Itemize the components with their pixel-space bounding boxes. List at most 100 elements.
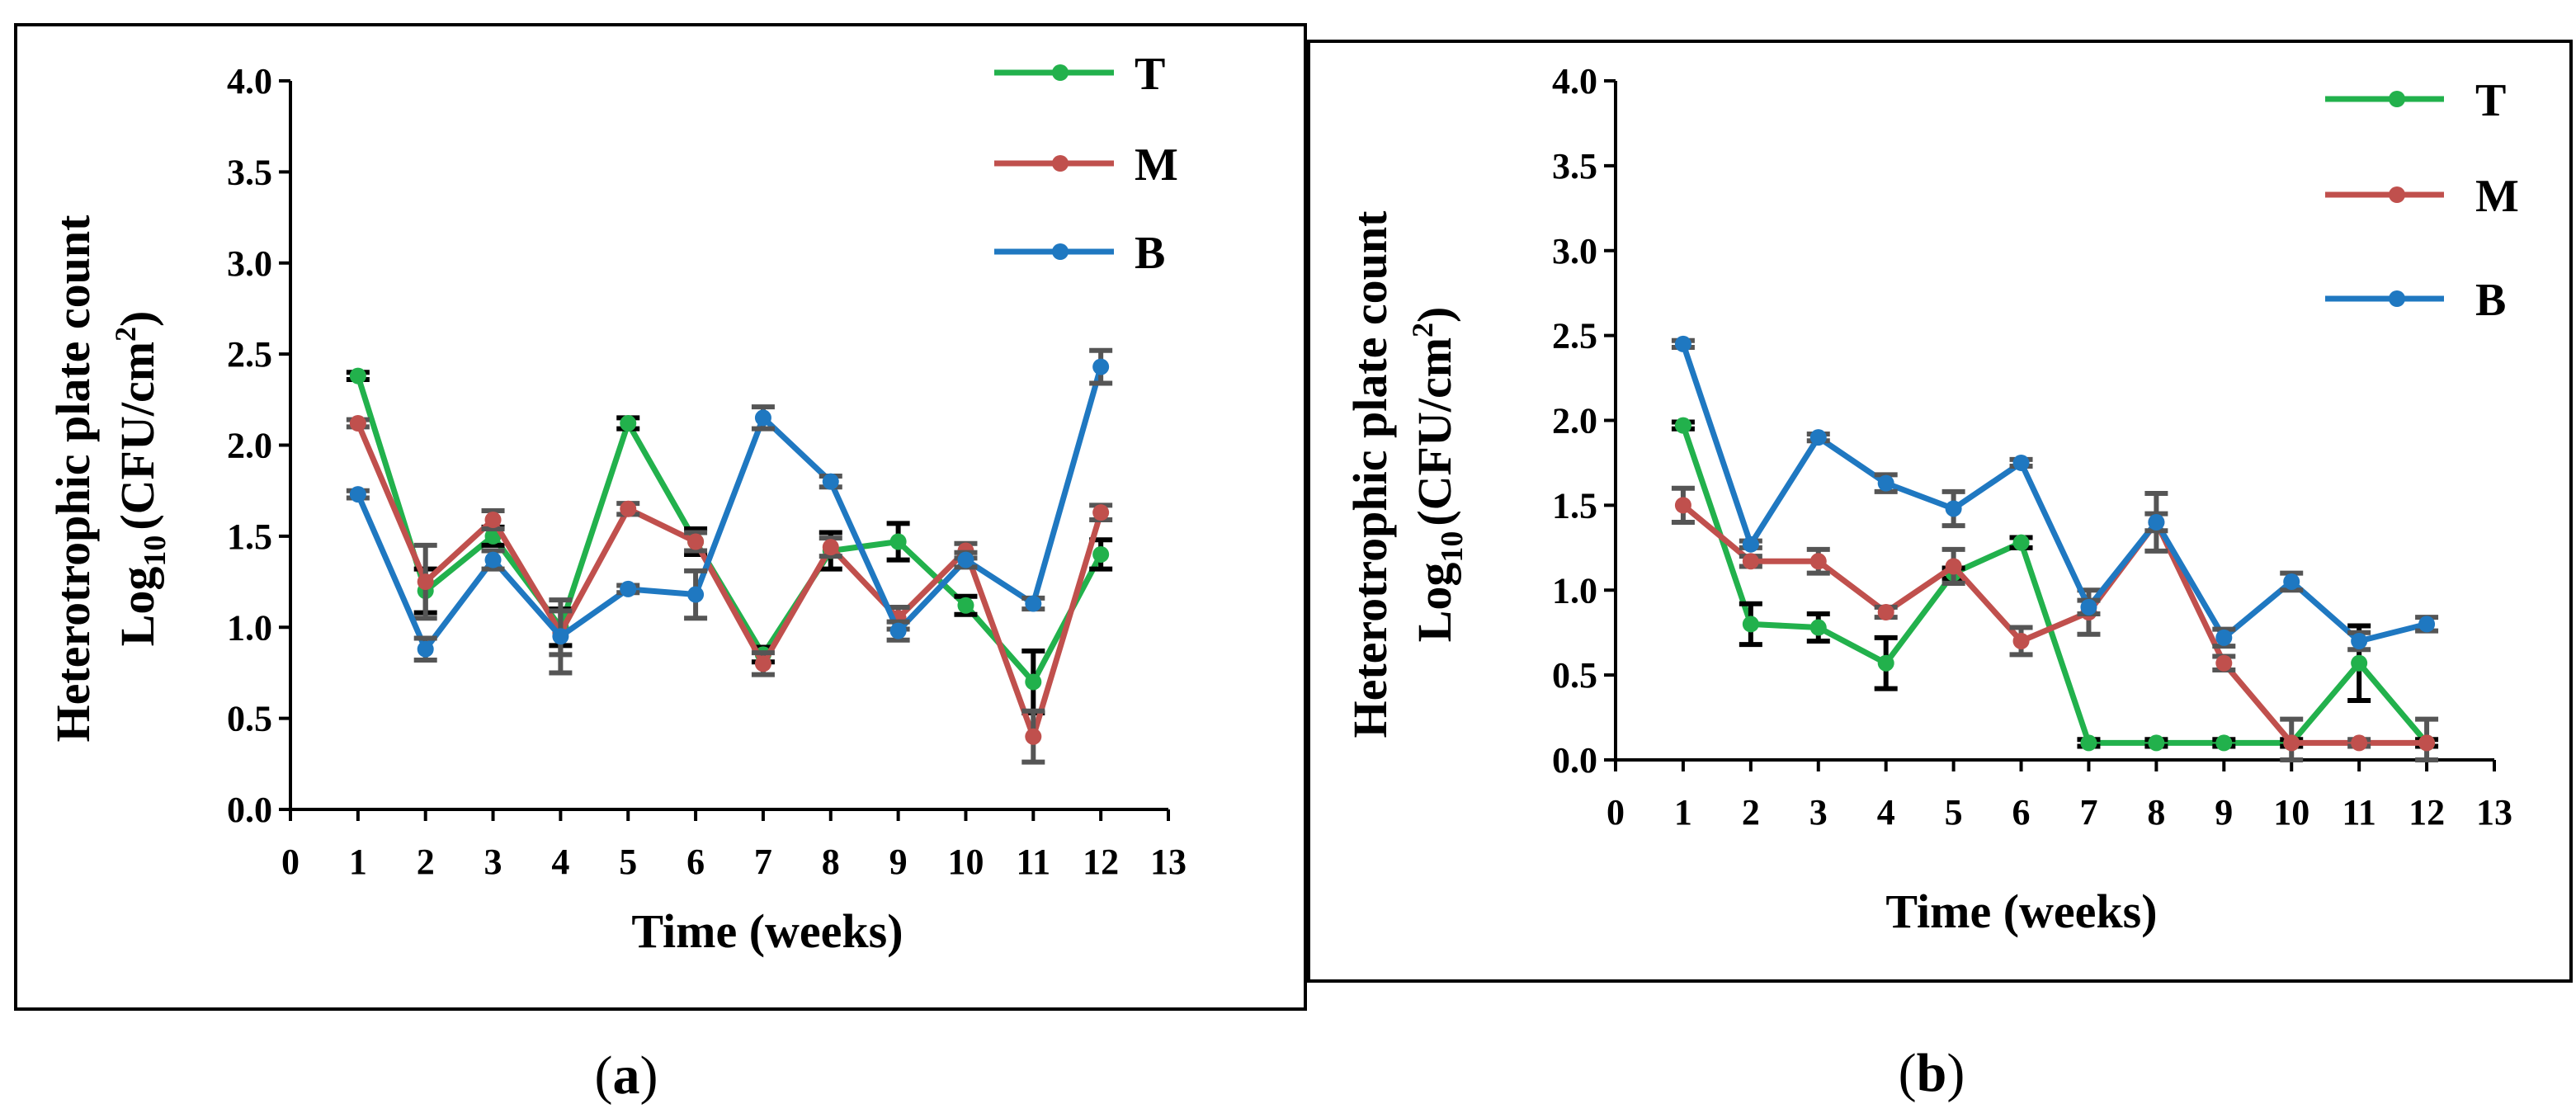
- panel-a-x-tick-label: 10: [947, 842, 984, 882]
- panel-b-y-tick-label: 3.5: [1552, 146, 1597, 186]
- panel-b-series-m-point: [2215, 654, 2233, 672]
- panel-a-plot-area: 0.00.51.01.52.02.53.03.54.00 1 2 3 4 5 6 7 8 9 10 1…: [227, 61, 1187, 882]
- panel-a-x-tick-label: 12: [1083, 842, 1119, 882]
- panel-a-x-tick-label: 5: [619, 842, 637, 882]
- panel-b: 0.00.51.01.52.02.53.03.54.00 1 2 3 4 5 6 7 8 9 10 1…: [1307, 40, 2573, 1103]
- panel-b-series-t-point: [2012, 534, 2030, 551]
- panel-b-ylabel-line2: Log10(CFU/cm2): [1406, 307, 1470, 643]
- panel-b-ylabel-line1: Heterotrophic plate count: [1343, 210, 1397, 738]
- panel-b-series-b-point: [2080, 598, 2097, 616]
- panel-a-y-tick-label: 3.0: [227, 243, 272, 284]
- panel-a-series-b-point: [957, 551, 974, 568]
- panel-b-caption: (b): [1899, 1043, 1965, 1103]
- panel-a-legend-item-t: T: [994, 49, 1165, 100]
- panel-b-x-tick-label: 3: [1809, 792, 1828, 833]
- panel-b-legend-item-m: M: [2325, 171, 2519, 222]
- panel-a-legend-marker-b: [1052, 243, 1069, 260]
- panel-b-series-b-point: [2215, 629, 2233, 646]
- panel-b-y-tick-label: 1.5: [1552, 485, 1597, 526]
- panel-a-legend: T M B: [994, 49, 1178, 279]
- panel-a-x-tick-label: 13: [1150, 842, 1187, 882]
- panel-a-y-tick-label: 2.0: [227, 426, 272, 466]
- panel-a-series-m-point: [620, 500, 637, 517]
- panel-a-series-b-point: [620, 580, 637, 597]
- panel-a-y-tick-label: 0.0: [227, 790, 272, 830]
- panel-a-x-tick-label: 0: [281, 842, 300, 882]
- panel-a-xlabel: Time (weeks): [631, 904, 903, 958]
- panel-a-x-tick-label: 8: [822, 842, 840, 882]
- panel-a-series-b-point: [822, 473, 839, 490]
- panel-b-series-m-point: [1877, 603, 1894, 620]
- panel-b-legend-item-b: B: [2325, 275, 2506, 326]
- panel-a-legend-item-b: B: [994, 228, 1165, 279]
- panel-a-y-tick-label: 2.5: [227, 334, 272, 375]
- panel-a-ylabel: Heterotrophic plate count Log10(CFU/cm2): [46, 215, 172, 743]
- panel-a-y-tick-label: 1.0: [227, 607, 272, 648]
- panel-b-legend-item-t: T: [2325, 75, 2506, 126]
- panel-a-series-m-point: [1092, 504, 1110, 521]
- panel-a-series-b-point: [484, 551, 502, 568]
- panel-b-x-tick-label: 1: [1674, 792, 1692, 833]
- panel-b-series-t-point: [2148, 734, 2165, 752]
- panel-b-series-m-point: [2418, 734, 2436, 752]
- panel-b-series-b-point: [1945, 500, 1962, 517]
- panel-b-x-tick-label: 13: [2476, 792, 2512, 833]
- panel-b-series-t-point: [1877, 654, 1894, 672]
- panel-b-series-t-point: [1809, 619, 1827, 636]
- panel-a-x-tick-label: 2: [417, 842, 435, 882]
- panel-a-x-tick-label: 6: [686, 842, 705, 882]
- panel-b-series-b-point: [1742, 535, 1759, 553]
- panel-b-series-m-point: [1742, 553, 1759, 570]
- panel-a-series-b-point: [754, 409, 771, 427]
- panel-a-x-tick-label: 7: [754, 842, 772, 882]
- panel-a-legend-marker-t: [1052, 64, 1069, 81]
- panel-b-legend-marker-t: [2389, 91, 2405, 107]
- panel-a-series-t-point: [620, 415, 637, 432]
- panel-b-y-tick-label: 0.5: [1552, 655, 1597, 696]
- panel-a-series-m-point: [687, 533, 705, 550]
- panel-a-legend-label-b: B: [1135, 228, 1165, 279]
- panel-a-series-m-point: [754, 655, 771, 672]
- panel-b-series-t-point: [2351, 654, 2368, 672]
- panel-a-y-tick-label: 1.5: [227, 517, 272, 557]
- panel-b-xlabel: Time (weeks): [1885, 884, 2157, 938]
- panel-b-x-tick-label: 2: [1742, 792, 1760, 833]
- panel-b-x-tick-label: 8: [2147, 792, 2165, 833]
- panel-a-frame: [14, 23, 1307, 1011]
- panel-b-x-tick-label: 10: [2273, 792, 2309, 833]
- panel-b-series-t-point: [2215, 734, 2233, 752]
- panel-b-x-tick-label: 11: [2342, 792, 2376, 833]
- panel-a-series-m-point: [349, 415, 366, 432]
- panel-b-series-b-point: [2283, 573, 2300, 590]
- panel-b-ylabel: Heterotrophic plate count Log10(CFU/cm2): [1343, 210, 1470, 738]
- panel-b-legend-label-t: T: [2475, 75, 2506, 126]
- panel-a-series-m-point: [822, 539, 839, 556]
- panel-b-legend-marker-b: [2389, 290, 2405, 307]
- panel-a-legend-marker-m: [1052, 155, 1069, 172]
- panel-b-series-m-line: [1681, 502, 2427, 746]
- panel-b-x-tick-label: 7: [2079, 792, 2097, 833]
- panel-b-series-m-point: [1674, 497, 1691, 514]
- panel-b-series-m-point: [1809, 553, 1827, 570]
- panel-a-x-tick-label: 11: [1017, 842, 1051, 882]
- panel-a: 0.00.51.01.52.02.53.03.54.00 1 2 3 4 5 6 7 8 9 10 1…: [14, 23, 1307, 1106]
- panel-b-series-m-point: [2283, 734, 2300, 752]
- panel-a-series-t-point: [957, 597, 974, 614]
- panel-a-series-m-point: [484, 512, 502, 529]
- panel-b-x-tick-label: 4: [1877, 792, 1895, 833]
- panel-b-legend-label-b: B: [2475, 275, 2506, 326]
- panel-b-series-b-point: [2351, 632, 2368, 649]
- panel-a-legend-item-m: M: [994, 139, 1178, 191]
- panel-b-x-tick-label: 12: [2409, 792, 2445, 833]
- panel-a-series-b-point: [552, 628, 569, 645]
- panel-a-series-t-point: [349, 367, 366, 384]
- panel-a-series-b-point: [889, 622, 907, 639]
- panel-b-y-tick-label: 4.0: [1552, 61, 1597, 101]
- panel-a-series-t-point: [1025, 673, 1042, 691]
- panel-a-series-b-point: [1092, 358, 1110, 375]
- panel-b-series-m-point: [2012, 632, 2030, 649]
- panel-b-plot-area: 0.00.51.01.52.02.53.03.54.00 1 2 3 4 5 6 7 8 9 10 1…: [1552, 61, 2512, 833]
- panel-a-series-t-point: [889, 533, 907, 550]
- panel-a-x-tick-label: 9: [889, 842, 908, 882]
- panel-b-series-b-point: [2418, 616, 2436, 633]
